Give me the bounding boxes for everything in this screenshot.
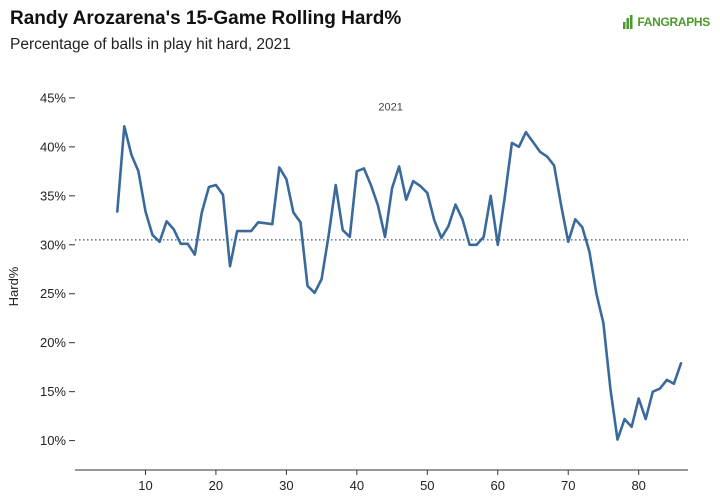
y-tick-label: 15%: [40, 384, 66, 399]
y-tick-label: 10%: [40, 433, 66, 448]
x-tick-label: 50: [420, 478, 434, 493]
x-tick-label: 70: [561, 478, 575, 493]
year-annotation: 2021: [378, 102, 402, 114]
fangraphs-logo-icon: [623, 15, 633, 29]
y-axis-ticks: 10% 15% 20% 25% 30% 35% 40% 45%: [40, 90, 75, 448]
y-tick-label: 25%: [40, 286, 66, 301]
y-tick-label: 20%: [40, 335, 66, 350]
x-axis-ticks: 10 20 30 40 50 60 70 80: [138, 470, 646, 493]
y-axis-label: Hard%: [6, 266, 21, 306]
chart-subtitle: Percentage of balls in play hit hard, 20…: [10, 36, 291, 53]
y-tick-label: 30%: [40, 237, 66, 252]
fangraphs-logo-text: FANGRAPHS: [637, 15, 710, 29]
x-tick-label: 10: [138, 478, 152, 493]
x-tick-label: 80: [631, 478, 645, 493]
y-tick-label: 40%: [40, 139, 66, 154]
y-tick-label: 45%: [40, 90, 66, 105]
series-line: [116, 125, 683, 441]
fangraphs-logo: FANGRAPHS: [623, 15, 710, 29]
chart-title: Randy Arozarena's 15-Game Rolling Hard%: [10, 8, 402, 29]
y-tick-label: 35%: [40, 188, 66, 203]
x-tick-label: 60: [491, 478, 505, 493]
x-tick-label: 20: [209, 478, 223, 493]
series-group: [116, 125, 683, 441]
x-tick-label: 40: [350, 478, 364, 493]
x-tick-label: 30: [279, 478, 293, 493]
